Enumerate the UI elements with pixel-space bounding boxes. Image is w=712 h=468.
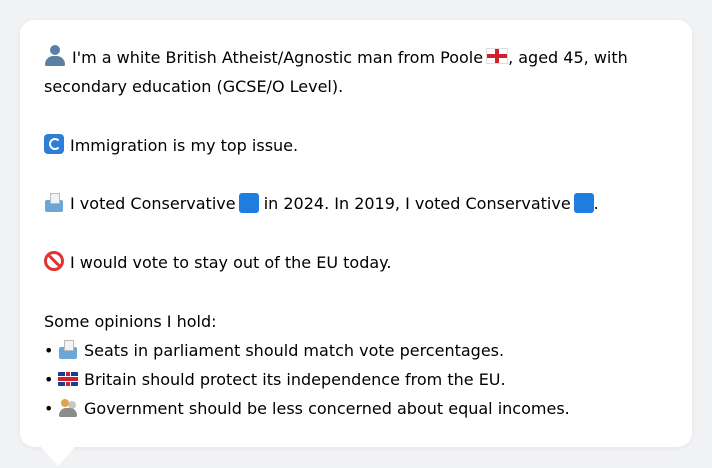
opinion-text: Seats in parliament should match vote pe… (84, 341, 505, 360)
ballot-box-icon (44, 192, 64, 212)
opinions-heading: Some opinions I hold: (44, 307, 217, 336)
vote-end-text: . (593, 194, 599, 213)
bullet: • (44, 370, 54, 389)
vote-2019-text: in 2024. In 2019, I voted Conservative (263, 194, 571, 213)
eu-stance-text: I would vote to stay out of the EU today… (70, 253, 392, 272)
blue-square-icon (238, 193, 259, 213)
opinion-item: • Britain should protect its independence… (44, 365, 506, 394)
eu-stance-line: I would vote to stay out of the EU today… (44, 248, 391, 277)
opinions-heading-text: Some opinions I hold: (44, 312, 217, 331)
speech-bubble-tail (40, 446, 76, 466)
bullet: • (44, 399, 54, 418)
opinion-text: Britain should protect its independence … (84, 370, 506, 389)
opinion-text: Government should be less concerned abou… (84, 399, 570, 418)
profile-age-text: , aged 45, with (508, 48, 628, 67)
blue-square-icon (573, 193, 594, 213)
bust-in-silhouette-icon (44, 44, 66, 66)
bullet: • (44, 341, 54, 360)
top-issue-text: Immigration is my top issue. (70, 136, 299, 155)
vote-2024-text: I voted Conservative (70, 194, 236, 213)
ballot-box-icon (58, 339, 78, 359)
england-flag-icon (486, 48, 509, 64)
opinion-item: • Seats in parliament should match vote p… (44, 336, 504, 365)
profile-line-1: I'm a white British Atheist/Agnostic man… (44, 43, 628, 72)
top-issue-line: Immigration is my top issue. (44, 131, 298, 160)
profile-identity-text: I'm a white British Atheist/Agnostic man… (72, 48, 484, 67)
vote-history-line: I voted Conservative in 2024. In 2019, I… (44, 189, 599, 218)
crowd-icon (58, 397, 78, 417)
opinion-item: • Government should be less concerned abo… (44, 394, 570, 423)
uk-flag-icon (58, 372, 78, 386)
persona-card (20, 20, 692, 447)
prohibited-icon (44, 251, 64, 271)
profile-education-text: secondary education (GCSE/O Level). (44, 77, 344, 96)
passport-control-icon (44, 134, 64, 154)
profile-line-2: secondary education (GCSE/O Level). (44, 72, 343, 101)
